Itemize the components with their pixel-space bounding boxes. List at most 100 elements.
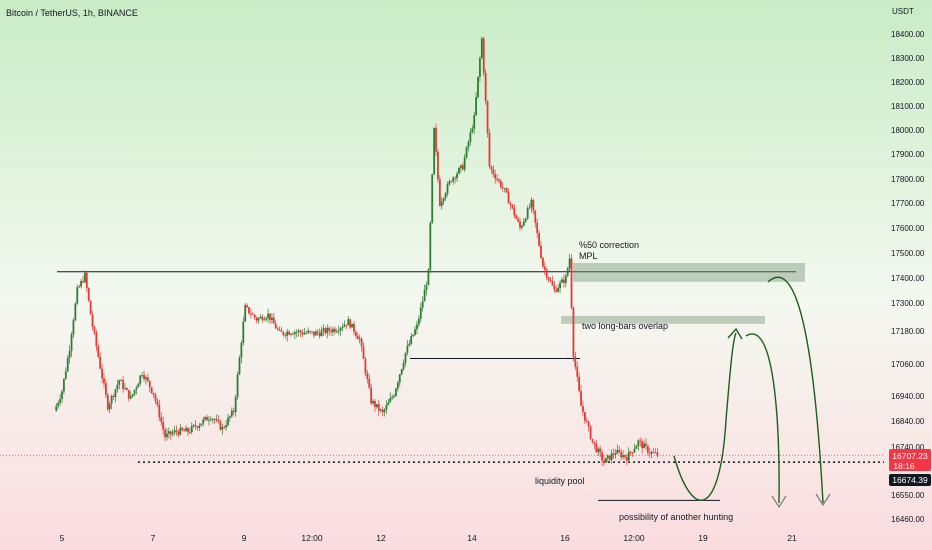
candle (196, 425, 199, 431)
candle-body (538, 232, 540, 246)
candle-body (488, 132, 491, 167)
candle-body (553, 285, 556, 290)
candle-body (309, 330, 311, 332)
candle-body (328, 327, 331, 331)
candle-body (479, 58, 481, 77)
candle-body (185, 428, 187, 432)
candle (580, 385, 582, 407)
candle (137, 382, 140, 388)
candle-body (143, 374, 145, 380)
price-tick: 18400.00 (891, 30, 925, 39)
candle (55, 402, 58, 412)
candle (286, 328, 289, 342)
time-tick: 5 (60, 533, 65, 543)
candle-body (393, 395, 395, 398)
candle (526, 205, 529, 220)
candle-body (375, 404, 378, 407)
candle (215, 414, 218, 423)
candle-body (97, 346, 100, 357)
candle (143, 370, 145, 382)
candle (169, 430, 172, 440)
candle (587, 420, 590, 432)
candle-body (437, 151, 439, 180)
candle (227, 413, 229, 427)
candle (337, 325, 340, 336)
candle-body (91, 314, 94, 327)
candle (387, 398, 390, 406)
candle-body (524, 218, 527, 222)
candle (173, 425, 176, 436)
candle (194, 420, 197, 431)
candle-body (423, 289, 426, 302)
candle-body (64, 371, 67, 379)
candle (522, 217, 525, 227)
candle (78, 284, 81, 288)
price-axis[interactable]: USDT 18400.00 18300.00 18200.00 18100.00 180… (891, 7, 925, 524)
candle (125, 387, 128, 391)
candle-body (486, 100, 489, 133)
candle (459, 164, 462, 173)
candle (507, 188, 510, 204)
candle (408, 339, 411, 347)
candle (129, 391, 132, 400)
candle (288, 329, 290, 336)
candle (631, 451, 634, 457)
candle-body (236, 374, 239, 397)
candle-body (635, 445, 638, 449)
candle-body (171, 432, 174, 435)
candle-body (555, 289, 558, 292)
candle-body (272, 317, 275, 324)
candle-body (204, 416, 207, 420)
candle (368, 373, 371, 389)
candle (484, 68, 487, 105)
candle (635, 444, 638, 449)
price-tick: 17800.00 (891, 175, 925, 184)
candle (479, 56, 481, 82)
candle-body (421, 301, 424, 308)
time-tick: 21 (787, 533, 797, 543)
candle (280, 326, 283, 332)
candle (299, 329, 302, 338)
candle-body (333, 328, 336, 332)
candle (217, 415, 220, 424)
time-axis[interactable]: 5 7 9 12:00 12 14 16 12:00 19 21 (60, 533, 797, 543)
candle-body (519, 221, 521, 228)
candle-body (341, 326, 344, 328)
candle-body (347, 319, 350, 326)
candle-body (223, 427, 226, 428)
candle (72, 318, 75, 338)
candle (450, 180, 453, 183)
candle (585, 417, 588, 423)
candle (76, 284, 79, 305)
candle (435, 123, 437, 156)
candle (284, 333, 287, 339)
candle (427, 268, 430, 286)
candle (473, 111, 476, 134)
candle (127, 389, 130, 402)
price-tick: 17900.00 (891, 150, 925, 159)
candle-body (572, 307, 575, 357)
candle-body (257, 318, 260, 321)
candle-body (482, 38, 485, 74)
candle-body (229, 416, 231, 418)
candle-body (280, 330, 283, 332)
candle-body (242, 321, 245, 343)
candle-body (643, 443, 645, 449)
candle (324, 326, 327, 336)
candle-body (654, 452, 657, 454)
candle (442, 197, 445, 205)
candle-body (400, 369, 403, 375)
candle-body (246, 305, 249, 308)
candle (209, 416, 212, 422)
candle (414, 325, 416, 336)
candle (519, 217, 521, 231)
candle (347, 315, 350, 326)
candle-body (162, 421, 165, 430)
candle-body (498, 179, 500, 182)
candle (595, 440, 598, 454)
candle (555, 286, 558, 293)
last-price-label: 16707.23 (892, 451, 928, 461)
candle (80, 279, 82, 289)
